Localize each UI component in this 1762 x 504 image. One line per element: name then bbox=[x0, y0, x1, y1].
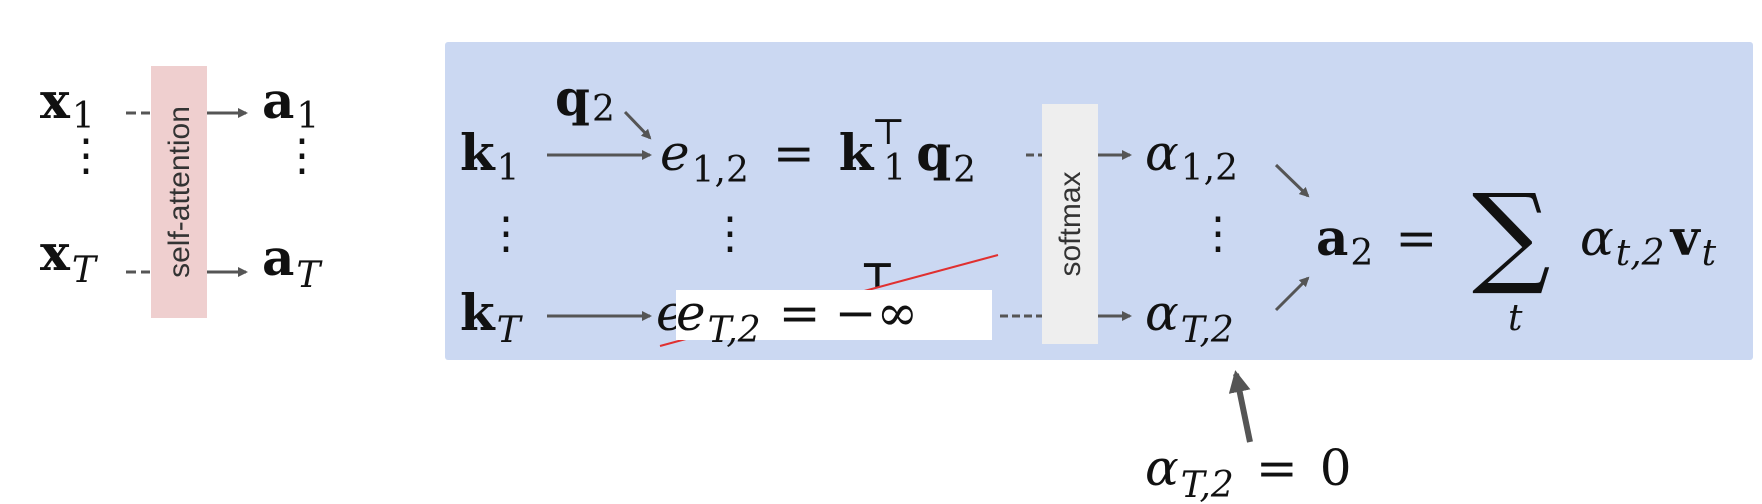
annotation-arrow bbox=[1228, 370, 1253, 443]
alpha12-label: α1,2 bbox=[1145, 124, 1238, 189]
self-attention-block bbox=[151, 66, 207, 318]
sum-index: t bbox=[1508, 298, 1523, 339]
alphaT2-label: αT,2 bbox=[1145, 284, 1234, 351]
masked-equation: eT,2 = −∞ bbox=[676, 284, 918, 351]
sum-symbol: ∑ bbox=[1472, 170, 1551, 298]
xT-label: xT bbox=[40, 223, 99, 291]
energy-dots: ⋮ bbox=[708, 208, 752, 259]
e12-equation: e1,2 = k⊤ 1 q2 bbox=[660, 112, 976, 191]
summand: αt,2 vt bbox=[1580, 208, 1717, 274]
keys-dots: ⋮ bbox=[484, 208, 528, 259]
k1-label: k1 bbox=[460, 123, 520, 189]
mask-overlay-box bbox=[676, 290, 992, 340]
x1-label: x1 bbox=[40, 71, 95, 137]
left-input-dots: ⋮ bbox=[64, 130, 108, 181]
softmax-label: softmax bbox=[1054, 171, 1087, 276]
alphaT2-to-output-arrow bbox=[1274, 276, 1310, 312]
a1-label: a1 bbox=[262, 71, 319, 137]
q2-to-e12-arrow bbox=[623, 110, 652, 140]
left-output-dots: ⋮ bbox=[280, 130, 324, 181]
panel-background bbox=[445, 42, 1753, 360]
aT-label: aT bbox=[262, 228, 323, 296]
zero-weight-annotation: αT,2 = 0 bbox=[1145, 370, 1352, 504]
left-self-attention-group: x1 ⋮ xT self-attention a1 ⋮ aT bbox=[40, 66, 324, 318]
kT-label: kT bbox=[460, 283, 524, 351]
self-attention-label: self-attention bbox=[163, 106, 196, 278]
attention-panel: k1 ⋮ kT q2 e1,2=k⊤1q2 ⋮ e 2 ⊤ eT,2=−∞ so… bbox=[445, 42, 1753, 360]
output-equation: a2 = bbox=[1316, 208, 1437, 274]
alpha-dots: ⋮ bbox=[1196, 208, 1240, 259]
alphaT2-zero-equation: αT,2 = 0 bbox=[1145, 439, 1352, 504]
softmax-block bbox=[1042, 104, 1098, 344]
q2-label: q2 bbox=[555, 68, 615, 130]
alpha12-to-output-arrow bbox=[1274, 163, 1310, 198]
